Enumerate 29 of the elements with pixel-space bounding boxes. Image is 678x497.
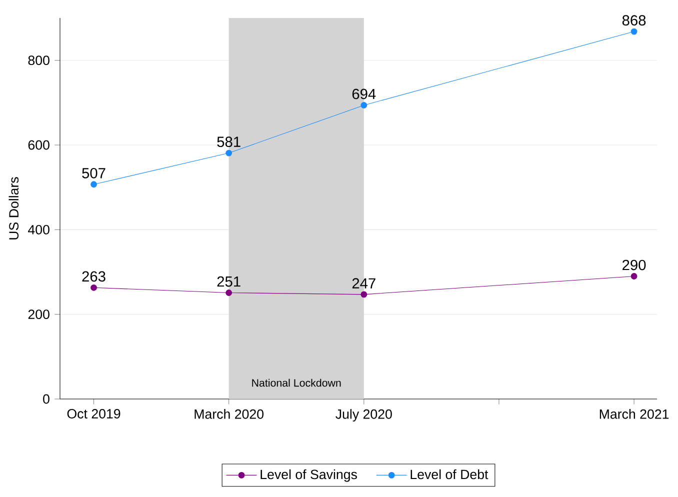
data-label: 263 (82, 271, 106, 282)
y-tick-label: 200 (28, 310, 50, 320)
y-tick-label: 400 (28, 224, 50, 234)
point (226, 290, 232, 296)
data-label: 581 (217, 136, 240, 148)
x-tick-label: March 2020 (194, 409, 264, 419)
data-label: 694 (352, 88, 376, 100)
data-label: 507 (82, 168, 106, 178)
legend-label: Level of Savings (260, 469, 357, 482)
y-tick-label: 0 (43, 394, 50, 404)
y-tick-label: 600 (28, 140, 50, 150)
x-tick-label: Oct 2019 (67, 409, 120, 418)
point (226, 150, 232, 156)
data-label: 247 (352, 278, 376, 288)
point (630, 273, 638, 280)
point (90, 181, 97, 188)
y-tick-label: 800 (28, 56, 50, 66)
band-label: National Lockdown (252, 378, 341, 387)
legend-label: Level of Debt (410, 469, 488, 480)
data-label: 868 (622, 15, 646, 26)
data-label: 251 (217, 276, 240, 287)
y-axis-title: US Dollars (8, 177, 19, 240)
x-tick-label: March 2021 (600, 409, 669, 419)
point (90, 284, 97, 291)
point (360, 291, 368, 298)
x-tick-label: July 2020 (336, 409, 392, 422)
data-label: 290 (622, 260, 646, 270)
point (630, 28, 638, 35)
point (360, 102, 368, 108)
